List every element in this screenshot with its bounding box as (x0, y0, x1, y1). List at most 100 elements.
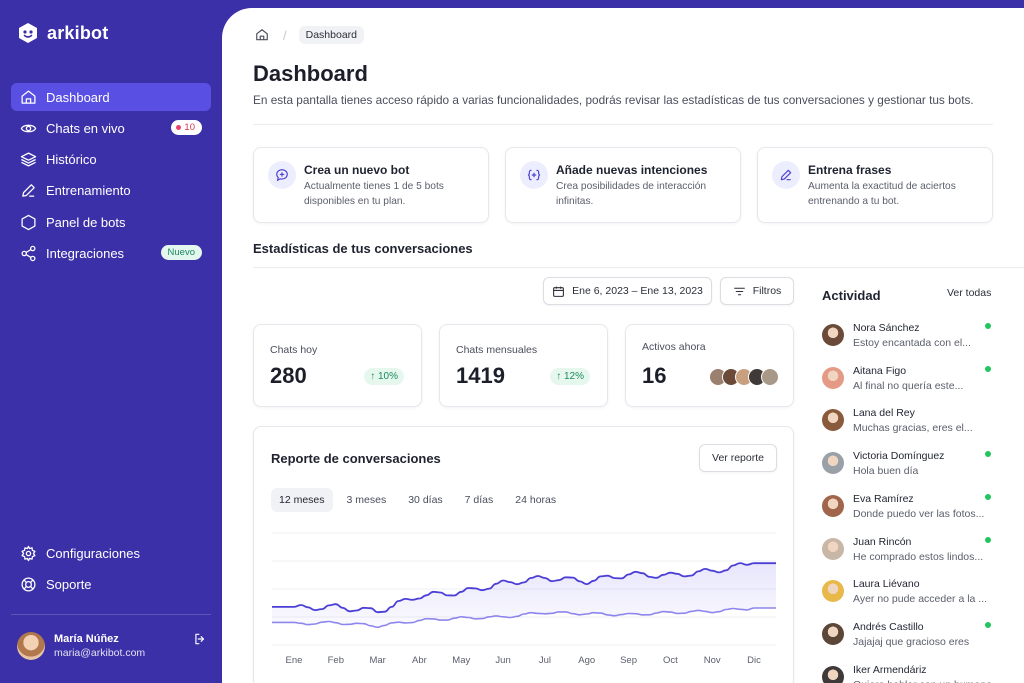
activity-item[interactable]: Eva Ramírez Donde puedo ver las fotos... (822, 491, 997, 527)
sidebar-item-configuraciones[interactable]: Configuraciones (11, 539, 211, 567)
quick-action-title: Entrena frases (808, 163, 892, 177)
series-line-secondary (272, 607, 776, 629)
trend-value: 12% (563, 371, 584, 382)
sidebar-item-panel-bots[interactable]: Panel de bots (11, 208, 211, 236)
online-status-dot (985, 451, 991, 458)
online-status-dot (985, 365, 991, 372)
hexagon-icon (21, 214, 36, 230)
user-email: maria@arkibot.com (54, 647, 146, 659)
view-report-button[interactable]: Ver reporte (699, 444, 777, 472)
activity-item[interactable]: Laura Liévano Ayer no pude acceder a la .… (822, 576, 997, 612)
stat-value: 280 (270, 363, 307, 388)
quick-action-train[interactable]: Entrena frases Aumenta la exactitud de a… (757, 147, 993, 223)
divider (253, 267, 1024, 268)
filters-button[interactable]: Filtros (720, 277, 794, 305)
sidebar-item-integraciones[interactable]: Integraciones Nuevo (11, 239, 211, 267)
x-tick-label: Jun (495, 655, 510, 666)
sidebar-item-historico[interactable]: Histórico (11, 146, 211, 174)
home-icon[interactable] (255, 28, 269, 42)
tab-30-days[interactable]: 30 días (408, 494, 443, 506)
filter-icon (733, 287, 745, 295)
activity-message: He comprado estos lindos... (853, 550, 984, 563)
badge-dot (176, 125, 182, 131)
series-area (272, 563, 776, 628)
quick-action-intents[interactable]: Añade nuevas intenciones Crea posibilida… (505, 147, 741, 223)
stat-trend-badge: ↑ 12% (550, 368, 590, 385)
gear-icon (21, 545, 36, 561)
logout-icon[interactable] (193, 632, 207, 646)
activity-item[interactable]: Victoria Domínguez Hola buen día (822, 448, 997, 484)
conversation-report-card: Reporte de conversaciones Ver reporte 12… (253, 426, 794, 683)
breadcrumb-current[interactable]: Dashboard (298, 26, 364, 44)
activity-panel: Actividad Ver todas Nora Sánchez Estoy en… (818, 268, 1024, 683)
sidebar-item-dashboard[interactable]: Dashboard (11, 83, 211, 111)
stat-label: Chats hoy (270, 344, 318, 356)
main-panel: / Dashboard Dashboard En esta pantalla t… (222, 8, 1024, 683)
quick-action-desc: Actualmente tienes 1 de 5 bots disponibl… (304, 181, 444, 207)
x-tick-label: Dic (747, 655, 761, 666)
quick-action-new-bot[interactable]: Crea un nuevo bot Actualmente tienes 1 d… (253, 147, 489, 223)
x-tick-label: May (452, 655, 470, 666)
sidebar-item-label: Integraciones (46, 245, 125, 261)
activity-item[interactable]: Aitana Figo Al final no quería este... (822, 363, 997, 399)
activity-title: Actividad (822, 288, 881, 303)
activity-item[interactable]: Lana del Rey Muchas gracias, eres el... (822, 405, 997, 441)
lifebuoy-icon (21, 577, 36, 592)
x-tick-label: Abr (412, 655, 427, 666)
activity-item[interactable]: Juan Rincón He comprado estos lindos... (822, 534, 997, 570)
activity-name: Victoria Domínguez (853, 450, 945, 463)
quick-action-title: Añade nuevas intenciones (556, 163, 708, 177)
tab-7-days[interactable]: 7 días (464, 494, 494, 506)
sidebar-item-label: Histórico (46, 152, 97, 168)
date-range-picker[interactable]: Ene 6, 2023 – Ene 13, 2023 (543, 277, 712, 305)
avatar (822, 665, 844, 683)
conversation-chart: Ene Feb Mar Abr May Jun Jul Ago Sep Oct Nov Dic (272, 532, 776, 666)
x-tick-label: Jul (539, 655, 551, 666)
activity-message: Al final no quería este... (853, 379, 964, 392)
sidebar-item-entrenamiento[interactable]: Entrenamiento (11, 177, 211, 205)
user-profile[interactable]: María Núñez maria@arkibot.com (17, 630, 207, 662)
logo[interactable]: arkibot (18, 22, 108, 44)
quick-action-title: Crea un nuevo bot (304, 163, 410, 177)
user-name: María Núñez (54, 633, 119, 645)
avatar (822, 494, 844, 517)
see-all-link[interactable]: Ver todas (947, 287, 992, 299)
activity-item[interactable]: Nora Sánchez Estoy encantada con el... (822, 320, 997, 356)
trend-value: 10% (377, 371, 398, 382)
page-description: En esta pantalla tienes acceso rápido a … (253, 93, 974, 107)
tab-12-months[interactable]: 12 meses (271, 488, 333, 512)
quick-action-icon (268, 161, 296, 189)
sidebar-item-soporte[interactable]: Soporte (11, 570, 211, 598)
x-tick-label: Sep (620, 655, 637, 666)
sidebar-divider (11, 614, 211, 615)
report-range-tabs: 12 meses 3 meses 30 días 7 días 24 horas (271, 488, 568, 512)
avatar (761, 368, 779, 386)
eye-icon (20, 124, 37, 133)
sidebar-item-label: Soporte (46, 576, 92, 592)
stats-section-title: Estadísticas de tus conversaciones (253, 241, 473, 256)
page-title: Dashboard (253, 61, 368, 86)
x-tick-label: Mar (369, 655, 385, 666)
activity-item[interactable]: Andrés Castillo Jajajaj que gracioso eres (822, 619, 997, 655)
activity-name: Lana del Rey (853, 407, 915, 420)
pencil-icon (22, 184, 35, 198)
sidebar-item-chats[interactable]: Chats en vivo 10 (11, 114, 211, 142)
series-line-primary (272, 562, 776, 614)
tab-24-hours[interactable]: 24 horas (515, 494, 557, 506)
calendar-icon (553, 286, 565, 297)
x-tick-label: Feb (328, 655, 344, 666)
activity-name: Juan Rincón (853, 535, 912, 548)
badge-text: 10 (184, 122, 195, 134)
stat-card-chats-monthly: Chats mensuales 1419 ↑ 12% (439, 324, 608, 407)
report-title: Reporte de conversaciones (271, 451, 441, 466)
activity-message: Jajajaj que gracioso eres (853, 635, 970, 648)
breadcrumb-separator: / (283, 27, 287, 43)
avatar (822, 409, 844, 432)
new-badge: Nuevo (160, 245, 202, 261)
activity-item[interactable]: Iker Armendáriz Quiero hablar con un huma… (822, 662, 997, 683)
activity-name: Aitana Figo (853, 364, 907, 377)
activity-name: Iker Armendáriz (853, 663, 927, 676)
tab-3-months[interactable]: 3 meses (346, 494, 387, 506)
filters-label: Filtros (752, 285, 782, 297)
x-tick-label: Ene (286, 655, 303, 666)
